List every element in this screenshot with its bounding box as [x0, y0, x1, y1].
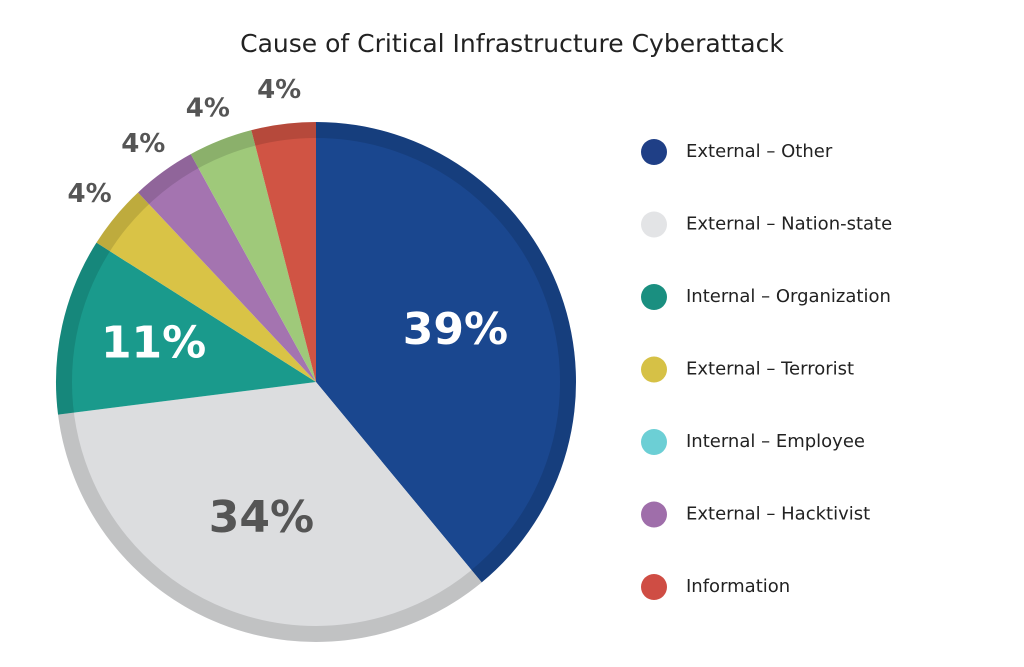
pie-slice [96, 192, 317, 382]
legend-label: External – Hacktivist [686, 504, 870, 525]
legend-swatch [641, 139, 667, 165]
slice-label: 34% [209, 492, 314, 543]
pie-slice [56, 242, 316, 415]
pie-slice [251, 122, 316, 382]
slice-label: 4% [68, 179, 112, 209]
pie-rim [56, 122, 576, 642]
legend-label: Internal – Employee [686, 431, 865, 452]
legend-swatch [641, 501, 667, 528]
slice-label: 39% [403, 304, 508, 355]
legend-label: External – Other [686, 141, 833, 162]
legend-swatch [641, 284, 667, 310]
pie-slice [190, 130, 316, 382]
legend-swatch [641, 574, 667, 600]
legend-label: Internal – Organization [686, 286, 891, 307]
legend-label: External – Nation-state [686, 214, 892, 235]
slice-label: 4% [257, 75, 301, 105]
legend-label: External – Terrorist [686, 359, 854, 380]
slice-label: 11% [101, 318, 206, 369]
slice-label: 4% [186, 93, 230, 123]
slice-label: 4% [121, 129, 165, 159]
legend-swatch [641, 211, 667, 238]
legend-swatch [641, 429, 667, 455]
pie-slice [138, 154, 316, 382]
pie-slice [316, 122, 576, 583]
legend-swatch [641, 356, 667, 383]
legend-label: Information [686, 576, 790, 597]
chart-title: Cause of Critical Infrastructure Cyberat… [240, 29, 784, 58]
pie-slice [58, 382, 482, 642]
